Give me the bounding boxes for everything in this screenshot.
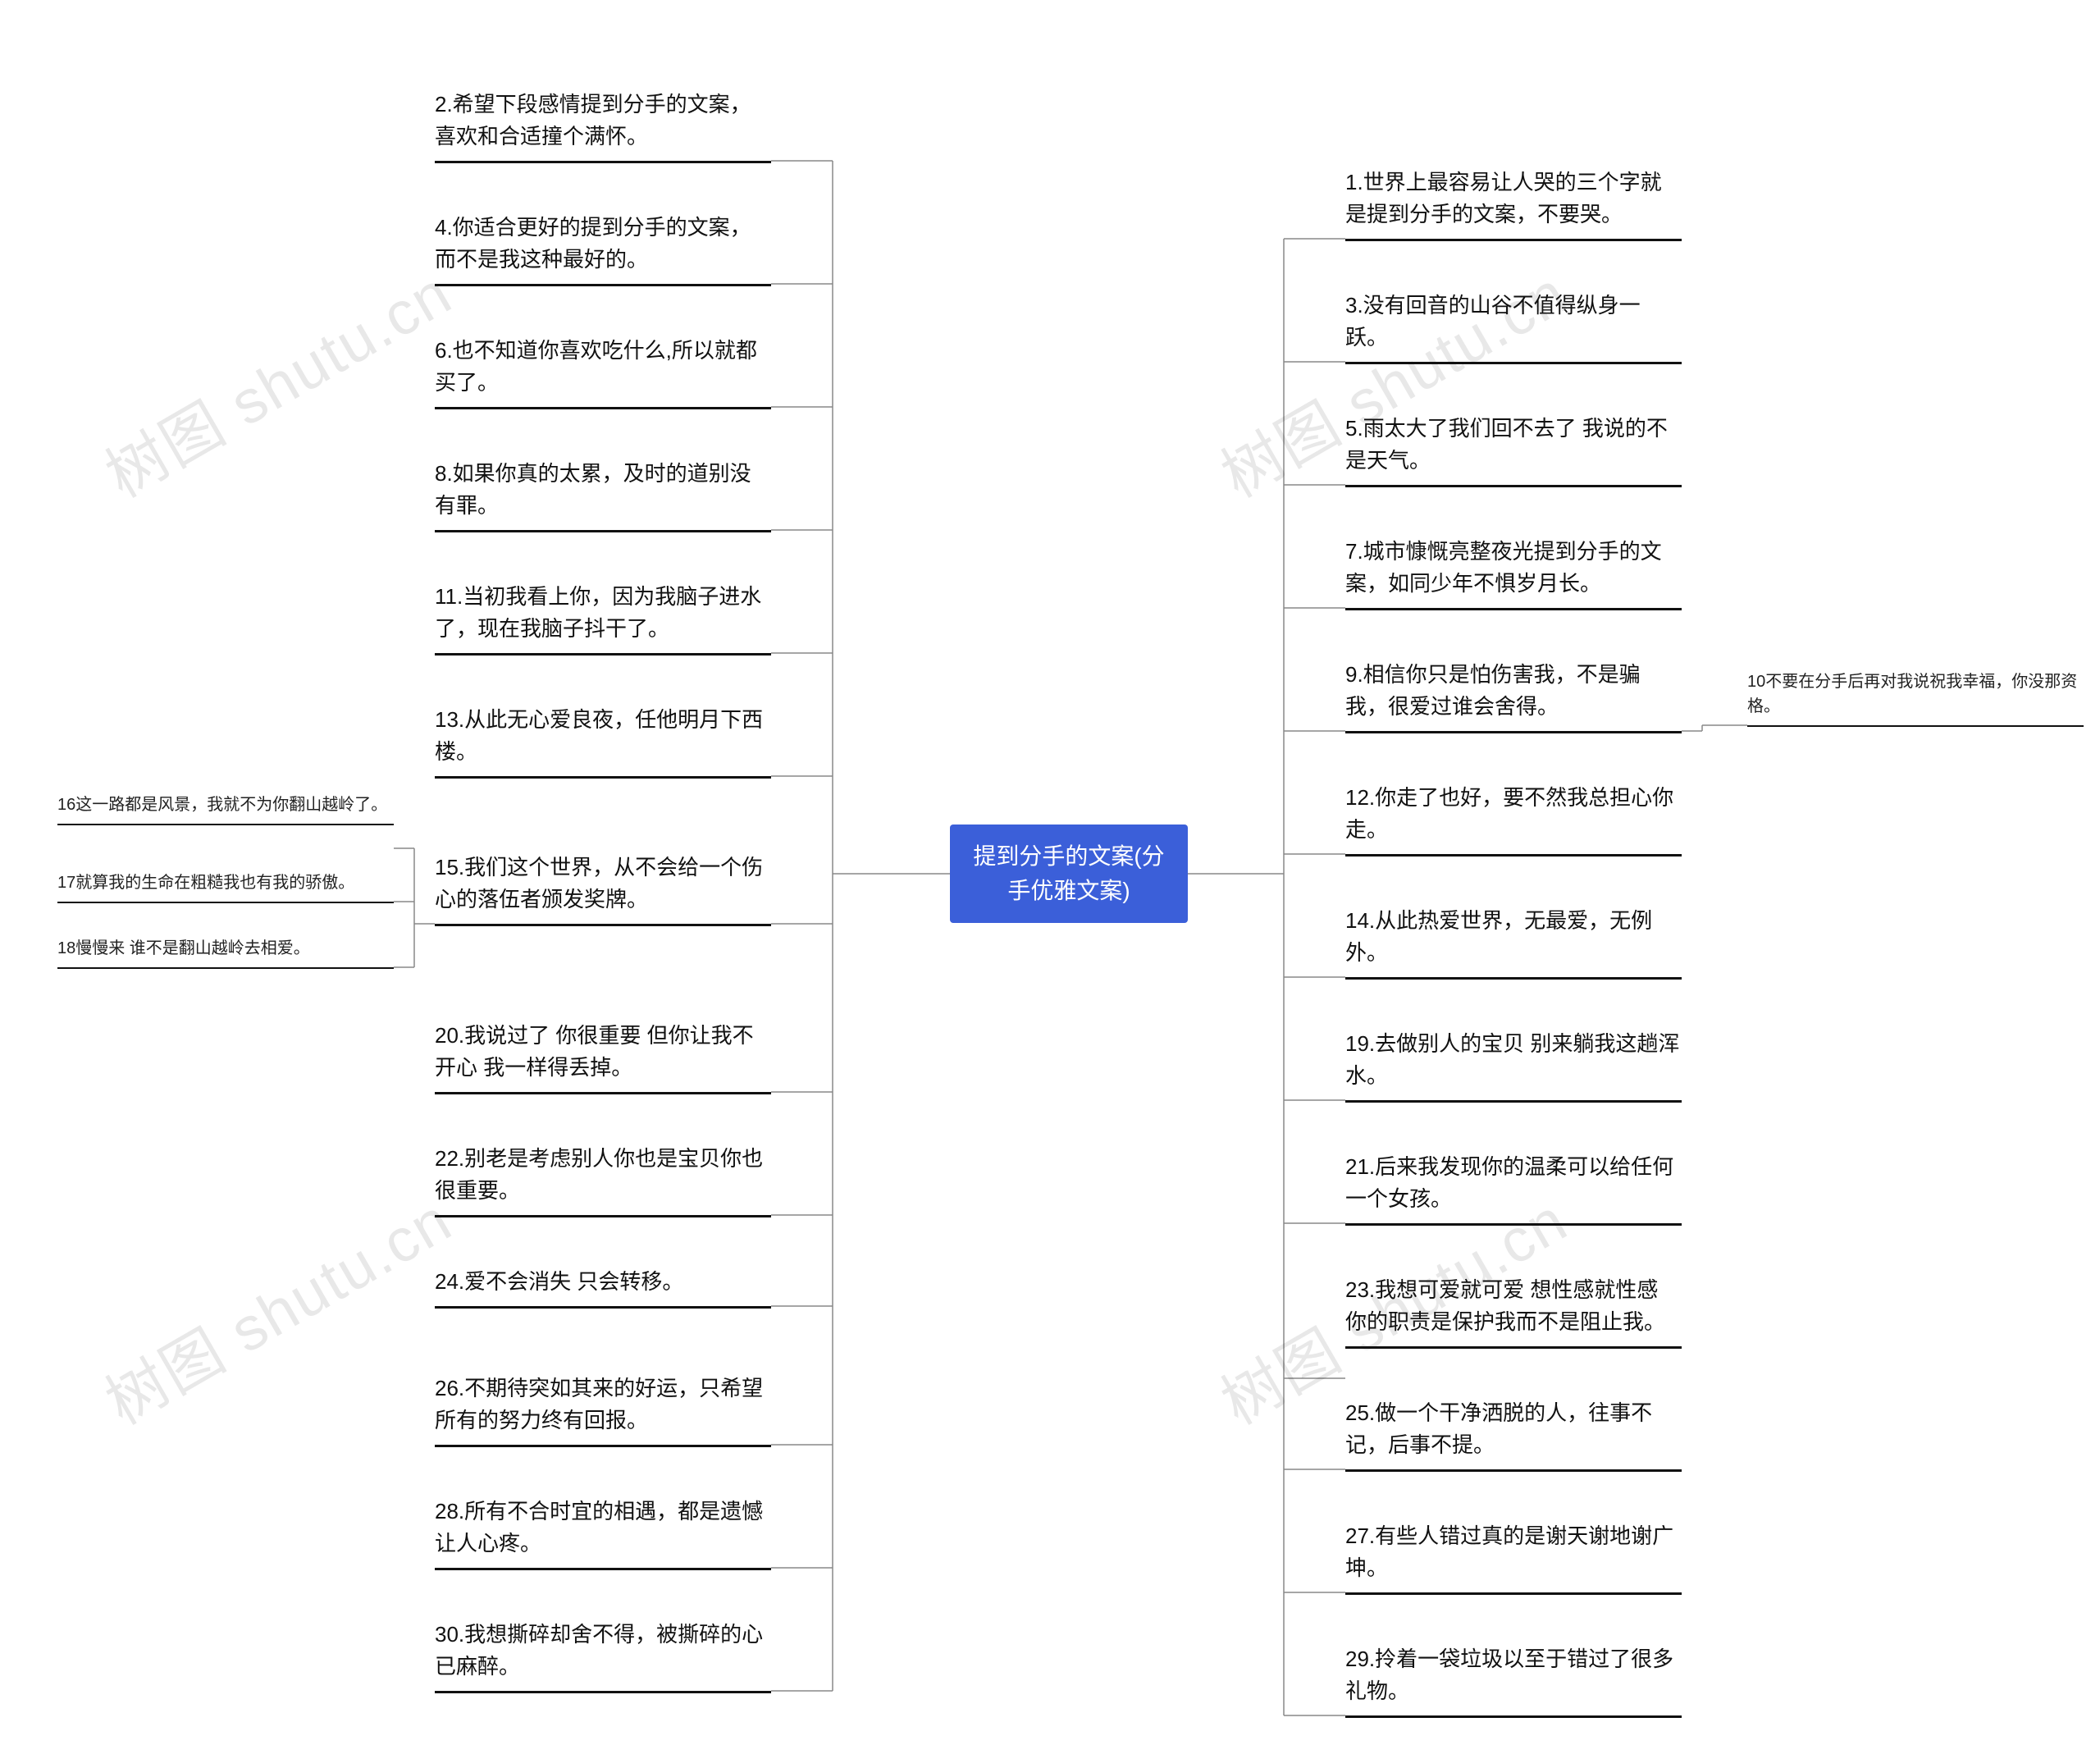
right-branch-10: 25.做一个干净洒脱的人，往事不记，后事不提。 — [1345, 1391, 1682, 1472]
mindmap-canvas: 提到分手的文案(分手优雅文案)树图 shutu.cn树图 shutu.cn树图 … — [0, 0, 2100, 1745]
watermark-0: 树图 shutu.cn — [88, 245, 466, 514]
left-leaf-6-2: 18慢慢来 谁不是翻山越岭去相爱。 — [57, 931, 394, 969]
left-branch-10: 26.不期待突如其来的好运，只希望所有的努力终有回报。 — [435, 1366, 771, 1447]
right-branch-11: 27.有些人错过真的是谢天谢地谢广坤。 — [1345, 1514, 1682, 1595]
right-branch-2: 5.雨太大了我们回不去了 我说的不是天气。 — [1345, 406, 1682, 487]
left-branch-0: 2.希望下段感情提到分手的文案，喜欢和合适撞个满怀。 — [435, 82, 771, 163]
right-branch-9: 23.我想可爱就可爱 想性感就性感 你的职责是保护我而不是阻止我。 — [1345, 1268, 1682, 1349]
right-leaf-4-0: 10不要在分手后再对我说祝我幸福，你没那资格。 — [1747, 665, 2084, 727]
left-branch-2: 6.也不知道你喜欢吃什么,所以就都买了。 — [435, 328, 771, 409]
right-branch-8: 21.后来我发现你的温柔可以给任何一个女孩。 — [1345, 1144, 1682, 1226]
right-branch-0: 1.世界上最容易让人哭的三个字就是提到分手的文案，不要哭。 — [1345, 160, 1682, 241]
left-branch-5: 13.从此无心爱良夜，任他明月下西楼。 — [435, 697, 771, 779]
left-branch-9: 24.爱不会消失 只会转移。 — [435, 1259, 771, 1309]
left-branch-1: 4.你适合更好的提到分手的文案，而不是我这种最好的。 — [435, 205, 771, 286]
left-leaf-6-1: 17就算我的生命在粗糙我也有我的骄傲。 — [57, 866, 394, 903]
left-branch-4: 11.当初我看上你，因为我脑子进水了，现在我脑子抖干了。 — [435, 574, 771, 656]
right-branch-4: 9.相信你只是怕伤害我，不是骗我，很爱过谁会舍得。 — [1345, 652, 1682, 733]
right-branch-6: 14.从此热爱世界，无最爱，无例外。 — [1345, 898, 1682, 980]
right-branch-12: 29.拎着一袋垃圾以至于错过了很多礼物。 — [1345, 1637, 1682, 1718]
left-branch-6: 15.我们这个世界，从不会给一个伤心的落伍者颁发奖牌。 — [435, 845, 771, 926]
left-branch-3: 8.如果你真的太累，及时的道别没有罪。 — [435, 451, 771, 532]
right-branch-5: 12.你走了也好，要不然我总担心你走。 — [1345, 775, 1682, 857]
right-branch-7: 19.去做别人的宝贝 别来躺我这趟浑水。 — [1345, 1021, 1682, 1103]
watermark-2: 树图 shutu.cn — [88, 1172, 466, 1441]
left-leaf-6-0: 16这一路都是风景，我就不为你翻山越岭了。 — [57, 788, 394, 825]
left-branch-7: 20.我说过了 你很重要 但你让我不开心 我一样得丢掉。 — [435, 1013, 771, 1094]
left-branch-8: 22.别老是考虑别人你也是宝贝你也很重要。 — [435, 1136, 771, 1217]
right-branch-1: 3.没有回音的山谷不值得纵身一跃。 — [1345, 283, 1682, 364]
right-branch-3: 7.城市慷慨亮整夜光提到分手的文案，如同少年不惧岁月长。 — [1345, 529, 1682, 610]
left-branch-12: 30.我想撕碎却舍不得，被撕碎的心已麻醉。 — [435, 1612, 771, 1693]
left-branch-11: 28.所有不合时宜的相遇，都是遗憾让人心疼。 — [435, 1489, 771, 1570]
center-node: 提到分手的文案(分手优雅文案) — [950, 825, 1188, 923]
